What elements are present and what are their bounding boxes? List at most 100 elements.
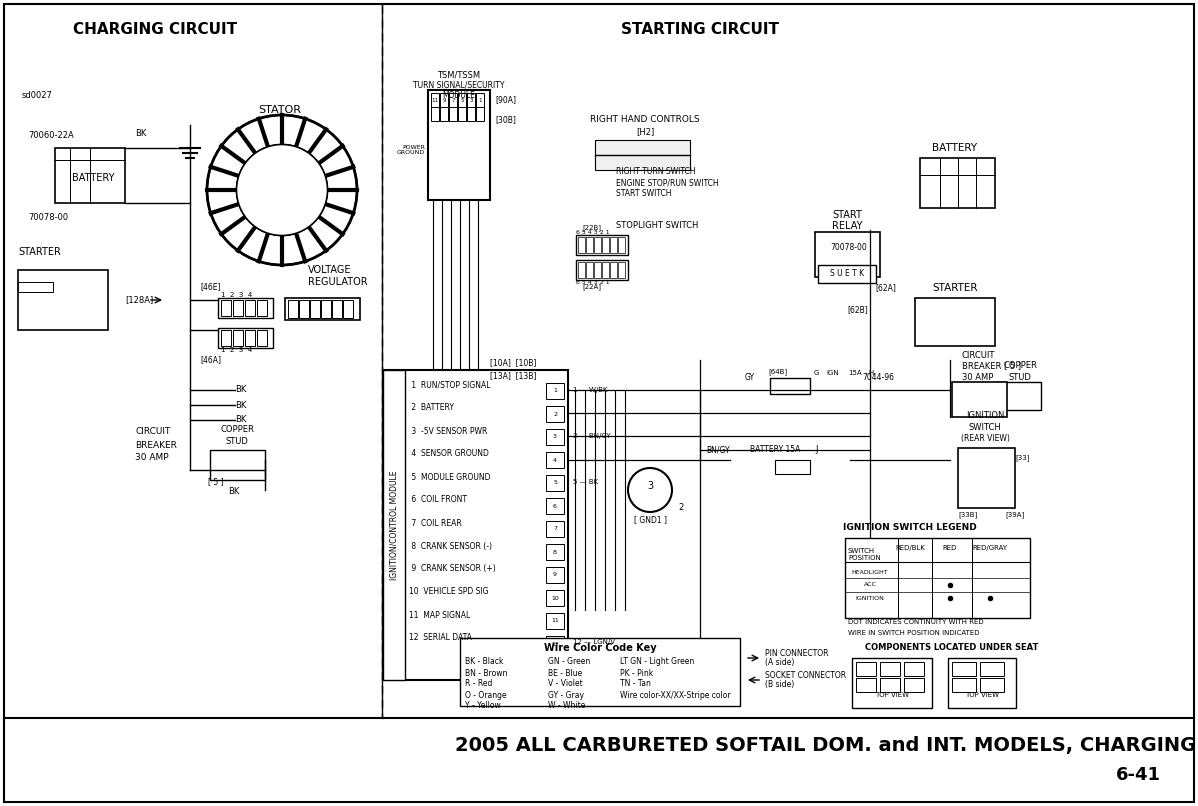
Bar bbox=[881, 678, 900, 692]
Text: TOP VIEW: TOP VIEW bbox=[875, 692, 909, 698]
Text: IGNITION: IGNITION bbox=[966, 410, 1004, 419]
Bar bbox=[577, 237, 585, 253]
Bar bbox=[958, 448, 1015, 508]
Text: COMPONENTS LOCATED UNDER SEAT: COMPONENTS LOCATED UNDER SEAT bbox=[865, 643, 1039, 653]
Circle shape bbox=[237, 145, 327, 235]
Text: 11: 11 bbox=[551, 618, 559, 624]
Bar bbox=[857, 662, 876, 676]
Text: BN - Brown: BN - Brown bbox=[465, 668, 508, 678]
Text: CHARGING CIRCUIT: CHARGING CIRCUIT bbox=[73, 23, 237, 38]
Text: [62A]: [62A] bbox=[875, 284, 896, 293]
Text: Wire color-XX/XX-Stripe color: Wire color-XX/XX-Stripe color bbox=[621, 691, 731, 700]
Text: 8: 8 bbox=[553, 550, 557, 555]
Text: 5  MODULE GROUND: 5 MODULE GROUND bbox=[409, 472, 490, 481]
Text: BK: BK bbox=[228, 488, 240, 496]
Bar bbox=[818, 265, 876, 283]
Bar bbox=[246, 330, 255, 346]
Text: IGNITION SWITCH LEGEND: IGNITION SWITCH LEGEND bbox=[843, 524, 976, 533]
Bar bbox=[458, 107, 466, 121]
Bar bbox=[55, 148, 125, 203]
Bar bbox=[546, 429, 564, 445]
Text: S U E T K: S U E T K bbox=[830, 269, 864, 279]
Bar bbox=[428, 90, 490, 200]
Bar bbox=[467, 107, 474, 121]
Text: BK - Black: BK - Black bbox=[465, 658, 503, 667]
Text: RIGHT TURN SWITCH: RIGHT TURN SWITCH bbox=[616, 168, 696, 177]
Bar bbox=[218, 298, 273, 318]
Text: 9: 9 bbox=[553, 572, 557, 578]
Bar bbox=[431, 107, 438, 121]
Text: COPPER: COPPER bbox=[1003, 360, 1037, 369]
Text: STOPLIGHT SWITCH: STOPLIGHT SWITCH bbox=[616, 221, 698, 230]
Text: [30B]: [30B] bbox=[495, 115, 516, 124]
Text: START SWITCH: START SWITCH bbox=[616, 189, 672, 198]
Bar bbox=[431, 93, 438, 107]
Text: 15A: 15A bbox=[848, 370, 861, 376]
Bar bbox=[220, 330, 231, 346]
Bar bbox=[852, 658, 932, 708]
Text: 6 5 4 3 2 1: 6 5 4 3 2 1 bbox=[576, 280, 610, 285]
Bar bbox=[546, 613, 564, 629]
Bar bbox=[332, 300, 341, 318]
Text: 6: 6 bbox=[553, 504, 557, 509]
Text: 2  BATTERY: 2 BATTERY bbox=[409, 404, 454, 413]
Text: REGULATOR: REGULATOR bbox=[308, 277, 368, 287]
Text: Y - Yellow: Y - Yellow bbox=[465, 701, 501, 711]
Text: RIGHT HAND CONTROLS: RIGHT HAND CONTROLS bbox=[591, 115, 700, 124]
Bar bbox=[546, 406, 564, 422]
Text: [33B]: [33B] bbox=[958, 512, 978, 518]
Text: LT GN - Light Green: LT GN - Light Green bbox=[621, 658, 695, 667]
Bar bbox=[246, 300, 255, 316]
Bar bbox=[576, 235, 628, 255]
Text: IGNITION: IGNITION bbox=[855, 596, 884, 600]
Text: 12  SERIAL DATA: 12 SERIAL DATA bbox=[409, 634, 472, 642]
Bar bbox=[576, 260, 628, 280]
Text: START: START bbox=[833, 210, 861, 220]
Bar bbox=[915, 298, 996, 346]
Text: 1  RUN/STOP SIGNAL: 1 RUN/STOP SIGNAL bbox=[409, 380, 490, 389]
Bar bbox=[594, 262, 601, 278]
Text: BK: BK bbox=[235, 416, 247, 425]
Text: RELAY: RELAY bbox=[831, 221, 863, 231]
Text: DOT INDICATES CONTINUITY WITH RED: DOT INDICATES CONTINUITY WITH RED bbox=[848, 619, 984, 625]
Text: 7: 7 bbox=[553, 526, 557, 531]
Bar bbox=[948, 658, 1016, 708]
Bar bbox=[449, 107, 456, 121]
Text: 10  VEHICLE SPD SIG: 10 VEHICLE SPD SIG bbox=[409, 588, 489, 596]
Text: (B side): (B side) bbox=[766, 680, 794, 689]
Text: 6  COIL FRONT: 6 COIL FRONT bbox=[409, 496, 467, 505]
Text: RED/GRAY: RED/GRAY bbox=[973, 545, 1008, 551]
Text: Wire Color Code Key: Wire Color Code Key bbox=[544, 643, 657, 653]
Bar bbox=[904, 662, 924, 676]
Text: STUD: STUD bbox=[1009, 372, 1031, 381]
Text: 3  -5V SENSOR PWR: 3 -5V SENSOR PWR bbox=[409, 426, 488, 435]
Text: RED: RED bbox=[943, 545, 957, 551]
Text: 5 — BK: 5 — BK bbox=[573, 479, 598, 485]
Text: MODULE: MODULE bbox=[442, 90, 476, 99]
Text: VOLTAGE: VOLTAGE bbox=[308, 265, 351, 275]
Text: sd0027: sd0027 bbox=[22, 90, 53, 99]
Bar bbox=[343, 300, 353, 318]
Text: ENGINE STOP/RUN SWITCH: ENGINE STOP/RUN SWITCH bbox=[616, 178, 719, 188]
Bar bbox=[440, 93, 448, 107]
Bar bbox=[476, 93, 484, 107]
Text: BATTERY: BATTERY bbox=[72, 173, 115, 183]
Text: [ 5 ]: [ 5 ] bbox=[208, 477, 224, 487]
Bar bbox=[288, 300, 298, 318]
Text: POWER
GROUND: POWER GROUND bbox=[397, 144, 425, 156]
Bar bbox=[845, 538, 1030, 618]
Bar bbox=[904, 678, 924, 692]
Bar bbox=[546, 475, 564, 491]
Text: IGN: IGN bbox=[825, 370, 839, 376]
Bar bbox=[383, 370, 568, 680]
Bar bbox=[920, 158, 996, 208]
Bar bbox=[594, 237, 601, 253]
Text: SWITCH
POSITION: SWITCH POSITION bbox=[848, 548, 881, 561]
Bar bbox=[618, 237, 625, 253]
Text: 11: 11 bbox=[431, 98, 438, 102]
Bar bbox=[546, 590, 564, 606]
Text: R - Red: R - Red bbox=[465, 679, 492, 688]
Text: BE - Blue: BE - Blue bbox=[547, 668, 582, 678]
Bar bbox=[996, 382, 1041, 410]
Text: BATTERY 15A: BATTERY 15A bbox=[750, 446, 800, 455]
